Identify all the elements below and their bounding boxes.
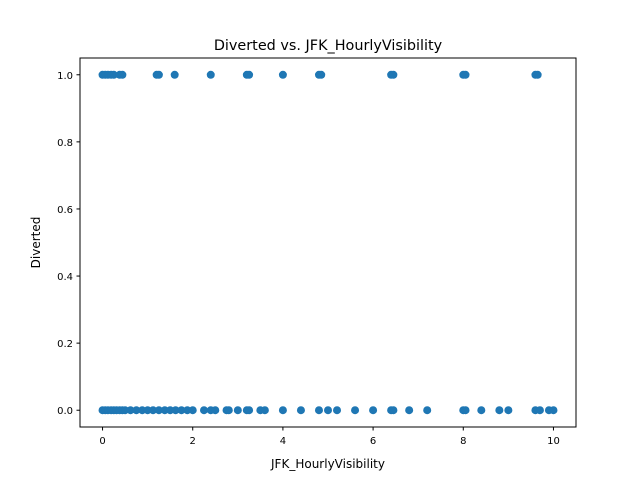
data-point bbox=[154, 70, 163, 79]
y-tick-label: 0.2 bbox=[57, 339, 73, 350]
data-point bbox=[171, 406, 180, 415]
data-point bbox=[245, 406, 254, 415]
data-points bbox=[98, 70, 558, 415]
y-tick-label: 0.6 bbox=[57, 205, 73, 216]
data-point bbox=[389, 70, 398, 79]
data-point bbox=[118, 70, 127, 79]
data-point bbox=[245, 70, 254, 79]
data-point bbox=[324, 406, 332, 415]
data-point bbox=[504, 406, 513, 415]
data-point bbox=[461, 70, 470, 79]
data-point bbox=[533, 70, 542, 79]
plot-frame bbox=[79, 57, 577, 428]
data-point bbox=[461, 406, 470, 415]
data-point bbox=[389, 406, 398, 415]
y-tick-label: 0.0 bbox=[57, 406, 73, 417]
data-point bbox=[188, 406, 197, 415]
data-point bbox=[260, 406, 269, 415]
y-tick-label: 0.4 bbox=[57, 272, 73, 283]
data-point bbox=[369, 406, 378, 415]
y-tick-label: 0.8 bbox=[57, 138, 73, 149]
y-axis: 0.0 0.2 0.4 0.6 0.8 1.0 bbox=[57, 71, 80, 417]
data-point bbox=[317, 70, 326, 79]
data-point bbox=[351, 406, 360, 415]
x-axis: 0 2 4 6 8 10 bbox=[99, 427, 560, 447]
data-point bbox=[549, 406, 558, 415]
data-point bbox=[477, 406, 486, 415]
data-point bbox=[333, 406, 342, 415]
data-point bbox=[278, 70, 287, 79]
data-point bbox=[296, 406, 305, 415]
data-point bbox=[405, 406, 414, 415]
data-point bbox=[495, 406, 504, 415]
data-point bbox=[177, 406, 186, 415]
y-tick-label: 1.0 bbox=[57, 71, 73, 82]
data-point bbox=[423, 406, 432, 415]
x-tick-label: 10 bbox=[547, 436, 560, 447]
data-point bbox=[314, 406, 323, 415]
data-point bbox=[211, 406, 220, 415]
data-point bbox=[278, 406, 287, 415]
data-point bbox=[206, 70, 215, 79]
x-axis-label: JFK_HourlyVisibility bbox=[270, 457, 385, 471]
y-axis-label: Diverted bbox=[29, 217, 43, 269]
data-point bbox=[109, 70, 118, 79]
x-tick-label: 6 bbox=[370, 436, 376, 447]
data-point bbox=[224, 406, 233, 415]
x-tick-label: 2 bbox=[190, 436, 196, 447]
data-point bbox=[154, 406, 163, 415]
x-tick-label: 0 bbox=[99, 436, 105, 447]
data-point bbox=[200, 406, 208, 415]
data-point bbox=[233, 406, 242, 415]
x-tick-label: 8 bbox=[460, 436, 466, 447]
x-tick-label: 4 bbox=[280, 436, 286, 447]
data-point bbox=[132, 406, 141, 415]
chart-title: Diverted vs. JFK_HourlyVisibility bbox=[214, 38, 443, 54]
data-point bbox=[149, 406, 158, 415]
data-point bbox=[170, 70, 179, 79]
data-point bbox=[126, 406, 135, 415]
data-point bbox=[535, 406, 544, 415]
